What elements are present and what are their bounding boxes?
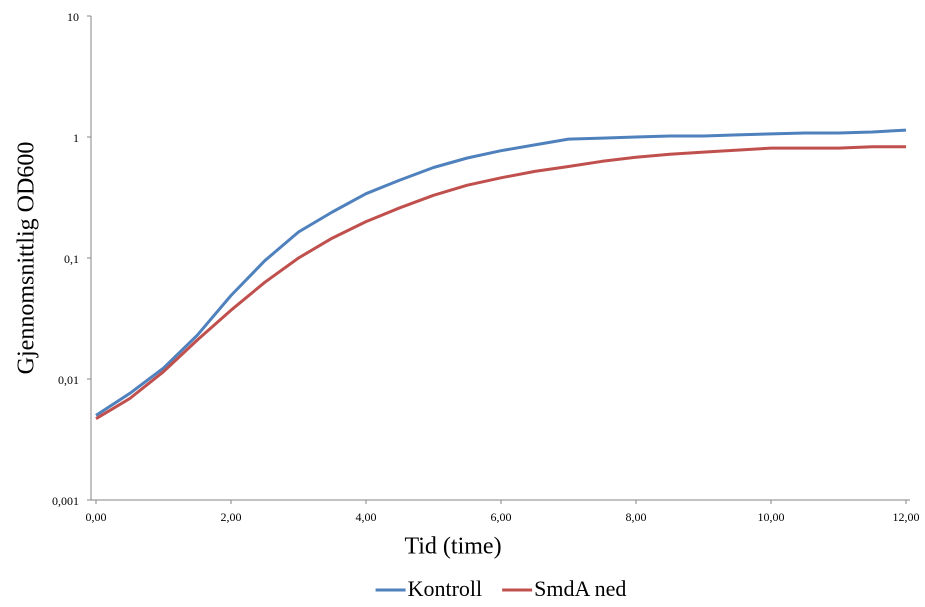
x-tick-label: 6,00 [491, 510, 512, 524]
x-tick-label: 4,00 [356, 510, 377, 524]
legend-label: Kontroll [408, 576, 483, 601]
x-tick-label: 0,00 [86, 510, 107, 524]
y-tick-label: 0,1 [64, 252, 79, 266]
x-tick-label: 8,00 [626, 510, 647, 524]
y-tick-label: 1 [73, 131, 79, 145]
y-tick-label: 0,01 [58, 373, 79, 387]
y-axis-label: Gjennomsnittlig OD600 [14, 142, 40, 375]
data-line [95, 145, 906, 420]
legend-label: SmdA ned [534, 576, 626, 601]
x-tick-label: 10,00 [758, 510, 785, 524]
x-tick-label: 12,00 [893, 510, 920, 524]
y-tick-label: 0,001 [52, 494, 79, 508]
y-tick-label: 10 [67, 10, 79, 24]
x-axis-label: Tid (time) [404, 534, 501, 560]
x-tick-label: 2,00 [221, 510, 242, 524]
data-line [95, 128, 907, 417]
